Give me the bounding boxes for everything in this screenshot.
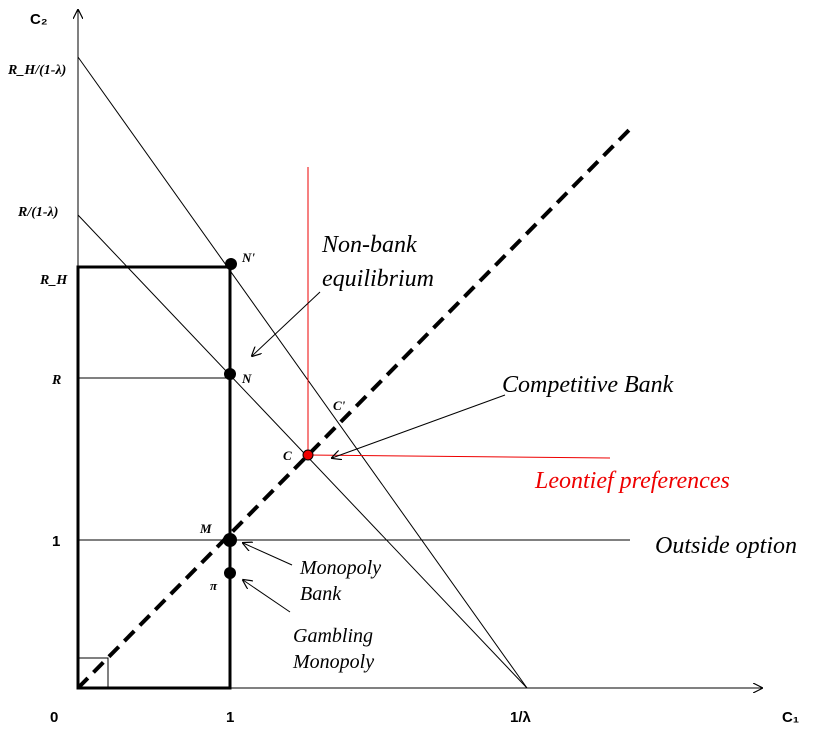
diagonal <box>76 125 634 690</box>
annotation: Leontief preferences <box>534 468 730 494</box>
origin-label: 0 <box>50 709 58 726</box>
right-angle <box>77 657 109 689</box>
y-tick-label: 1 <box>52 533 60 550</box>
x-tick-label: 1/λ <box>510 709 532 726</box>
x-axis-label: C₁ <box>782 709 799 726</box>
point-label: π <box>210 578 218 593</box>
y-tick-label: R_H <box>39 273 68 288</box>
annotation: Competitive Bank <box>502 372 674 398</box>
annotation: Monopoly <box>292 651 374 673</box>
lines <box>78 10 762 688</box>
annotation: Non-bank <box>321 232 417 258</box>
annotation: equilibrium <box>322 266 434 292</box>
point <box>225 258 237 270</box>
budget-line <box>77 214 528 689</box>
point <box>224 368 236 380</box>
x-tick-label: 1 <box>226 709 234 726</box>
annotation: Monopoly <box>299 557 381 579</box>
annotation: Gambling <box>293 625 373 647</box>
point <box>224 567 236 579</box>
y-tick-label: R <box>51 373 61 388</box>
point-label: N' <box>241 250 255 265</box>
point-label: C <box>283 448 292 463</box>
annotation: Outside option <box>655 533 797 559</box>
arrow <box>243 580 291 613</box>
y-axis-label: C₂ <box>30 11 48 28</box>
budget-line-high <box>77 56 528 689</box>
arrow <box>252 291 321 356</box>
point-label: C' <box>333 398 346 413</box>
leontief-horizontal <box>307 454 611 459</box>
point-label: M <box>199 521 212 536</box>
arrow <box>243 543 293 566</box>
arrow <box>332 394 506 458</box>
annotation: Bank <box>300 583 342 605</box>
y-tick-label: R_H/(1-λ) <box>7 63 66 78</box>
point-label: N <box>241 371 252 386</box>
point <box>223 533 237 547</box>
point <box>302 449 314 461</box>
y-tick-label: R/(1-λ) <box>17 205 58 220</box>
rectangle <box>76 265 232 690</box>
